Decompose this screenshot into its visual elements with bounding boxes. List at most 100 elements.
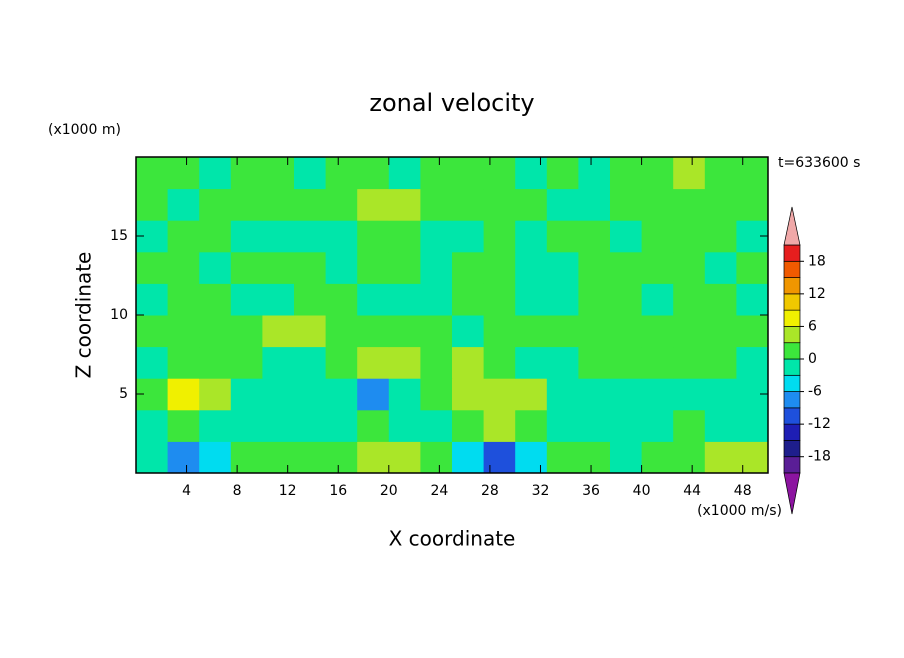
contour-cell (294, 283, 327, 316)
contour-cell (515, 251, 548, 284)
contour-cell (546, 378, 579, 411)
contour-cell (641, 157, 674, 190)
y-unit: (x1000 m) (48, 122, 121, 138)
colorbar-box (783, 260, 801, 278)
contour-cell (262, 346, 295, 379)
contour-cell (452, 283, 485, 316)
contour-cell (452, 409, 485, 442)
contour-cell (230, 346, 263, 379)
contour-cell (546, 409, 579, 442)
contour-cell (262, 315, 295, 348)
contour-cell (483, 283, 516, 316)
x-tick-label: 4 (182, 483, 191, 499)
contour-cell (199, 346, 232, 379)
contour-cell (325, 251, 358, 284)
contour-cell (388, 346, 421, 379)
contour-cell (199, 441, 232, 474)
contour-cell (736, 409, 769, 442)
contour-cell (294, 315, 327, 348)
colorbar-box (783, 440, 801, 458)
contour-cell (673, 251, 706, 284)
contour-cell (199, 409, 232, 442)
contour-cell (483, 315, 516, 348)
x-tick-label: 24 (430, 483, 448, 499)
x-tick-label: 44 (683, 483, 701, 499)
contour-cell (199, 157, 232, 190)
contour-cell (673, 188, 706, 221)
contour-cell (515, 157, 548, 190)
contour-cell (641, 251, 674, 284)
colorbar-box (783, 244, 801, 262)
contour-cell (230, 220, 263, 253)
contour-cell (483, 441, 516, 474)
colorbar-box (783, 391, 801, 409)
y-tick-label: 10 (110, 307, 128, 323)
contour-cell (262, 409, 295, 442)
contour-cell (420, 251, 453, 284)
contour-cell (357, 378, 390, 411)
contour-cell (704, 346, 737, 379)
contour-cell (357, 157, 390, 190)
contour-cell (578, 157, 611, 190)
contour-cell (357, 315, 390, 348)
contour-cell (199, 220, 232, 253)
contour-cell (357, 251, 390, 284)
contour-cell (388, 441, 421, 474)
colorbar-box (783, 309, 801, 327)
contour-cell (736, 188, 769, 221)
contour-cell (294, 441, 327, 474)
contour-cell (704, 409, 737, 442)
contour-cell (546, 157, 579, 190)
contour-cell (325, 188, 358, 221)
contour-cell (136, 283, 169, 316)
colorbar-under (783, 472, 801, 515)
contour-cell (704, 251, 737, 284)
contour-cell (546, 315, 579, 348)
contour-cell (483, 157, 516, 190)
colorbar-tick-label: 0 (808, 351, 817, 367)
y-axis-label: Z coordinate (72, 252, 96, 379)
contour-cell (357, 441, 390, 474)
colorbar-box (783, 277, 801, 295)
contour-cell (420, 283, 453, 316)
contour-cell (388, 283, 421, 316)
contour-cell (673, 441, 706, 474)
contour-cell (199, 283, 232, 316)
contour-cell (578, 251, 611, 284)
contour-cell (736, 157, 769, 190)
x-tick-label: 12 (279, 483, 297, 499)
contour-cell (167, 251, 200, 284)
x-tick-label: 8 (233, 483, 242, 499)
contour-cell (736, 251, 769, 284)
contour-cell (673, 157, 706, 190)
contour-cell (641, 346, 674, 379)
colorbar-box (783, 293, 801, 311)
contour-cell (546, 283, 579, 316)
contour-cell (546, 441, 579, 474)
contour-cell (704, 188, 737, 221)
contour-cell (325, 315, 358, 348)
contour-cell (420, 441, 453, 474)
contour-cell (515, 220, 548, 253)
contour-cell (167, 188, 200, 221)
contour-cell (452, 188, 485, 221)
colorbar-tick-label: 6 (808, 318, 817, 334)
contour-cell (136, 315, 169, 348)
contour-cell (515, 188, 548, 221)
x-tick-label: 36 (582, 483, 600, 499)
contour-cell (294, 346, 327, 379)
contour-cell (167, 315, 200, 348)
contour-cell (136, 409, 169, 442)
contour-cell (230, 315, 263, 348)
contour-cell (230, 378, 263, 411)
contour-cell (262, 188, 295, 221)
contour-cell (262, 441, 295, 474)
contour-cell (578, 315, 611, 348)
contour-cell (420, 409, 453, 442)
contour-cell (199, 315, 232, 348)
contour-cell (610, 283, 643, 316)
contour-cell (704, 441, 737, 474)
contour-cell (357, 220, 390, 253)
contour-cell (641, 441, 674, 474)
contour-cell (452, 346, 485, 379)
